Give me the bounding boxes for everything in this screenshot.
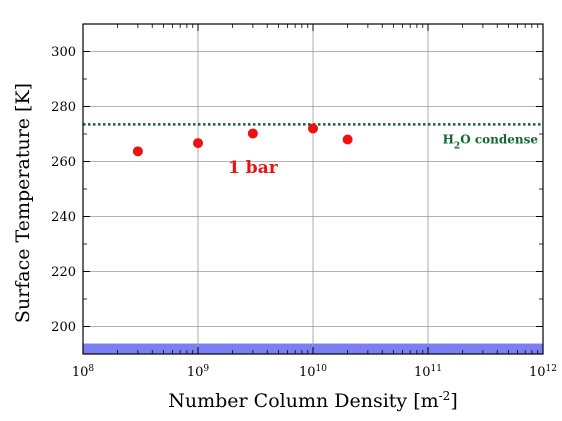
x-tick-label-base: 10 — [414, 365, 431, 380]
data-point — [193, 138, 203, 149]
h2o-label-rest: O condense — [460, 132, 538, 146]
frame-layer — [82, 23, 544, 355]
h2o-label-subscript: 2 — [454, 141, 460, 151]
x-tick-label: 1012 — [529, 364, 557, 380]
x-tick-label-base: 10 — [187, 365, 204, 380]
x-tick-label: 1010 — [299, 364, 327, 380]
y-tick-labels: 200 220 240 260 280 300 — [51, 45, 76, 335]
plot-frame — [82, 23, 544, 355]
one-bar-label: 1 bar — [228, 158, 279, 178]
x-tick-labels: 108 109 1010 1011 1012 — [72, 364, 557, 380]
grid-layer — [82, 23, 544, 355]
x-axis-title: Number Column Density [m-2] — [168, 389, 458, 412]
x-tick-label-base: 10 — [72, 365, 89, 380]
points-layer — [132, 123, 353, 157]
data-point — [308, 123, 318, 134]
x-tick-label-base: 10 — [299, 365, 316, 380]
h2o-label-main: H — [443, 132, 454, 146]
h2o-condense-label: H2O condense — [443, 132, 539, 151]
y-tick-label: 200 — [51, 320, 76, 335]
data-point — [132, 146, 143, 157]
y-tick-label: 260 — [51, 155, 76, 170]
x-tick-label-exponent: 9 — [203, 364, 209, 374]
x-tick-label-base: 10 — [529, 365, 546, 380]
x-tick-label: 108 — [72, 364, 95, 380]
x-tick-label-exponent: 12 — [546, 364, 557, 374]
y-tick-label: 220 — [51, 265, 76, 280]
x-axis-title-close: ] — [450, 390, 457, 412]
y-axis-title: Surface Temperature [K] — [12, 83, 34, 323]
x-tick-label-exponent: 11 — [431, 364, 442, 374]
x-tick-label: 1011 — [414, 364, 442, 380]
x-axis-title-sup: -2 — [439, 389, 451, 403]
y-tick-label: 280 — [51, 100, 76, 115]
y-tick-label: 240 — [51, 210, 76, 225]
x-tick-label-exponent: 10 — [316, 364, 328, 374]
x-tick-label-exponent: 8 — [88, 364, 94, 374]
data-point — [342, 134, 353, 145]
x-tick-label: 109 — [187, 364, 210, 380]
y-tick-label: 300 — [51, 45, 76, 60]
x-axis-title-main: Number Column Density [m — [168, 390, 438, 412]
data-point — [247, 128, 258, 139]
annotation-layer: 1 bar — [228, 158, 279, 178]
